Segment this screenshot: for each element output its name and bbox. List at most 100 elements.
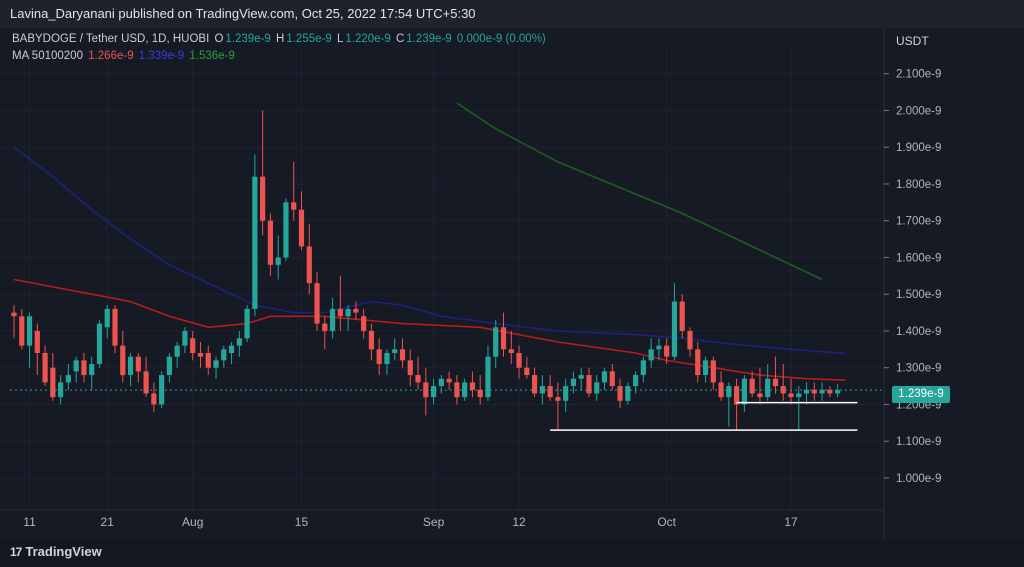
candle-down (314, 283, 320, 324)
candle-down (260, 176, 266, 221)
candle-up (89, 364, 95, 376)
candle-down (477, 389, 483, 398)
candle-down (664, 345, 670, 357)
candle-up (671, 301, 678, 357)
candle-down (361, 316, 367, 331)
candle-up (539, 386, 545, 394)
tradingview-logo-icon: 17 (10, 545, 22, 559)
price-tick-label: 1.300e-9 (896, 363, 941, 375)
candle-down (81, 360, 87, 376)
high-value: 1.255e-9 (286, 33, 332, 45)
candle-up (803, 389, 810, 394)
price-tick-label: 1.400e-9 (896, 326, 941, 338)
close-label: C (395, 33, 405, 45)
time-tick-label: 21 (101, 515, 115, 529)
support-lines (550, 401, 858, 431)
candle-up (65, 375, 71, 383)
candle-up (244, 308, 250, 339)
time-tick-label: 15 (295, 515, 309, 529)
high-label: H (276, 33, 285, 45)
symbol-label[interactable]: BABYDOGE / Tether USD, 1D, HUOBI (12, 33, 210, 45)
candle-up (329, 308, 336, 331)
candle-up (174, 345, 180, 357)
candle-down (500, 327, 507, 350)
candle-down (135, 356, 141, 372)
open-value: 1.239e-9 (225, 33, 271, 45)
candle-down (267, 220, 274, 265)
open-label: O (214, 33, 224, 45)
publisher-header: Lavina_Daryanani published on TradingVie… (0, 0, 1024, 28)
candle-down (19, 316, 25, 346)
candle-down (734, 386, 740, 405)
candle-down (811, 389, 817, 394)
candle-down (710, 360, 716, 383)
candle-up (252, 176, 258, 309)
candle-down (368, 330, 375, 350)
price-tick-label: 1.500e-9 (896, 289, 941, 301)
candle-down (586, 375, 592, 394)
grid-lines (0, 48, 884, 510)
candle-up (26, 316, 33, 346)
time-tick-label: 17 (784, 515, 798, 529)
candle-down (531, 375, 538, 394)
candle-up (275, 257, 281, 265)
candle-down (376, 349, 382, 365)
ma200-line (456, 102, 823, 281)
ma-legend[interactable]: MA 50100200 1.266e-9 1.339e-9 1.536e-9 (12, 50, 237, 62)
candle-down (469, 382, 476, 390)
candle-up (236, 338, 242, 346)
candle-up (493, 327, 499, 357)
candle-up (73, 360, 79, 372)
ma-label[interactable]: MA 50100200 (12, 50, 83, 62)
candle-down (291, 202, 297, 210)
candle-down (827, 389, 833, 394)
candle-down (524, 367, 530, 376)
candle-up (570, 378, 577, 387)
candle-up (213, 360, 219, 368)
candle-up (384, 353, 390, 365)
price-tick-label: 1.700e-9 (896, 216, 941, 228)
candle-down (298, 209, 305, 247)
price-tick-label: 1.100e-9 (896, 436, 941, 448)
price-tick-label: 1.800e-9 (896, 179, 941, 191)
candle-up (640, 360, 646, 376)
candle-down (197, 353, 204, 357)
candle-up (345, 308, 351, 317)
candle-up (741, 378, 747, 405)
candle-up (563, 386, 569, 401)
candle-down (547, 386, 553, 398)
candle-up (96, 323, 103, 365)
plot-background (0, 28, 884, 510)
candle-down (322, 323, 328, 331)
candle-down (306, 246, 312, 284)
candle-up (228, 345, 235, 354)
candle-down (516, 353, 522, 368)
candle-down (687, 330, 693, 350)
candle-down (757, 393, 763, 398)
price-chart[interactable]: 1.000e-91.100e-91.200e-91.300e-91.400e-9… (0, 0, 1024, 540)
candle-up (485, 356, 491, 398)
change-value: 0.000e-9 (0.00%) (456, 33, 546, 45)
candle-down (508, 349, 514, 354)
candle-down (151, 393, 157, 405)
candle-up (578, 375, 584, 379)
currency-label[interactable]: USDT (896, 34, 929, 48)
tradingview-logo[interactable]: 17 TradingView (10, 544, 102, 559)
candle-up (166, 356, 172, 376)
low-value: 1.220e-9 (345, 33, 391, 45)
candle-down (679, 301, 685, 331)
candle-down (749, 378, 755, 394)
candle-down (120, 345, 126, 376)
price-axis: 1.000e-91.100e-91.200e-91.300e-91.400e-9… (884, 69, 941, 485)
candle-down (337, 308, 343, 317)
price-tick-label: 1.900e-9 (896, 142, 941, 154)
candle-down (353, 308, 359, 313)
ohlc-legend[interactable]: BABYDOGE / Tether USD, 1D, HUOBI O 1.239e… (12, 33, 548, 45)
candle-down (415, 375, 421, 383)
ma200-value: 1.536e-9 (189, 50, 235, 62)
time-tick-label: Aug (182, 515, 203, 529)
candle-up (625, 386, 631, 401)
candle-up (633, 375, 639, 387)
candle-up (221, 349, 227, 361)
candle-up (726, 386, 732, 398)
